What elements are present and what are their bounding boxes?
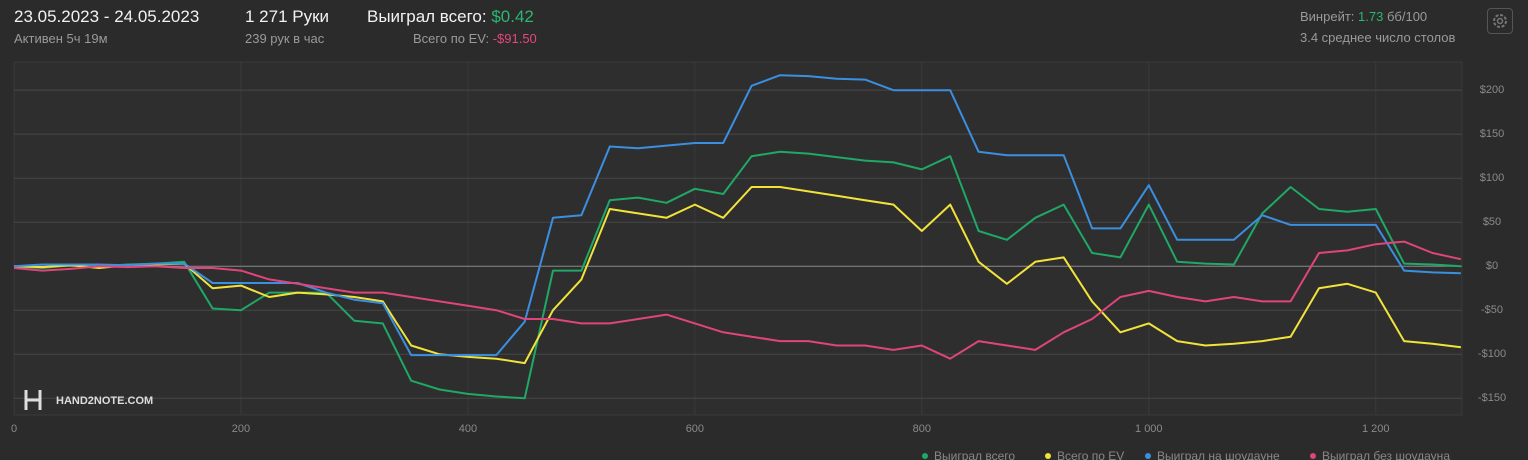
legend-marker <box>922 453 928 459</box>
series-line <box>13 74 1461 357</box>
gear-icon <box>1493 14 1507 28</box>
legend-marker <box>1045 453 1051 459</box>
winrate: Винрейт: 1.73 бб/100 <box>1300 9 1427 24</box>
y-tick-label: -$50 <box>1481 304 1503 316</box>
won-value: $0.42 <box>491 7 534 26</box>
won-label: Выиграл всего: <box>367 7 487 26</box>
winrate-label: Винрейт: <box>1300 9 1355 24</box>
settings-button[interactable] <box>1487 8 1513 34</box>
x-tick-label: 1 200 <box>1362 423 1390 435</box>
legend-marker <box>1145 453 1151 459</box>
legend-label: Выиграл на шоудауне <box>1157 449 1280 460</box>
watermark-logo <box>24 390 42 410</box>
x-tick-label: 0 <box>11 423 17 435</box>
y-tick-label: -$150 <box>1478 392 1506 404</box>
active-time: Активен 5ч 19м <box>14 31 108 46</box>
y-tick-label: $100 <box>1480 172 1504 184</box>
series-line <box>13 240 1462 360</box>
watermark: HAND2NOTE.COM <box>24 390 153 410</box>
x-tick-label: 200 <box>232 423 250 435</box>
winrate-value: 1.73 <box>1358 9 1384 24</box>
legend-label: Всего по EV <box>1057 449 1124 460</box>
y-tick-label: $150 <box>1480 128 1504 140</box>
x-tick-label: 1 000 <box>1135 423 1163 435</box>
series-line <box>13 150 1461 400</box>
winrate-unit: бб/100 <box>1386 9 1428 24</box>
x-tick-label: 800 <box>913 423 931 435</box>
y-tick-label: $200 <box>1480 84 1504 96</box>
ev-value: -$91.50 <box>492 31 537 46</box>
plot-area <box>13 61 1463 416</box>
ev-label: Всего по EV: <box>413 31 490 46</box>
hands: 1 271 Руки <box>245 7 330 26</box>
legend-label: Выиграл всего <box>934 449 1015 460</box>
legend-marker <box>1310 453 1316 459</box>
ev-summary: Всего по EV: -$91.50 <box>413 31 537 46</box>
won-summary: Выиграл всего: $0.42 <box>367 7 534 27</box>
hands-per-hour: 239 рук в час <box>245 31 325 46</box>
avg-tables: 3.4 среднее число столов <box>1300 30 1456 45</box>
legend-label: Выиграл без шоудауна <box>1322 449 1450 460</box>
watermark-text: HAND2NOTE.COM <box>56 395 153 407</box>
series-line <box>13 186 1462 365</box>
x-tick-label: 600 <box>686 423 704 435</box>
y-tick-label: -$100 <box>1478 348 1506 360</box>
date-range: 23.05.2023 - 24.05.2023 <box>14 7 200 26</box>
y-tick-label: $0 <box>1486 260 1498 272</box>
x-tick-label: 400 <box>459 423 477 435</box>
y-tick-label: $50 <box>1483 216 1501 228</box>
